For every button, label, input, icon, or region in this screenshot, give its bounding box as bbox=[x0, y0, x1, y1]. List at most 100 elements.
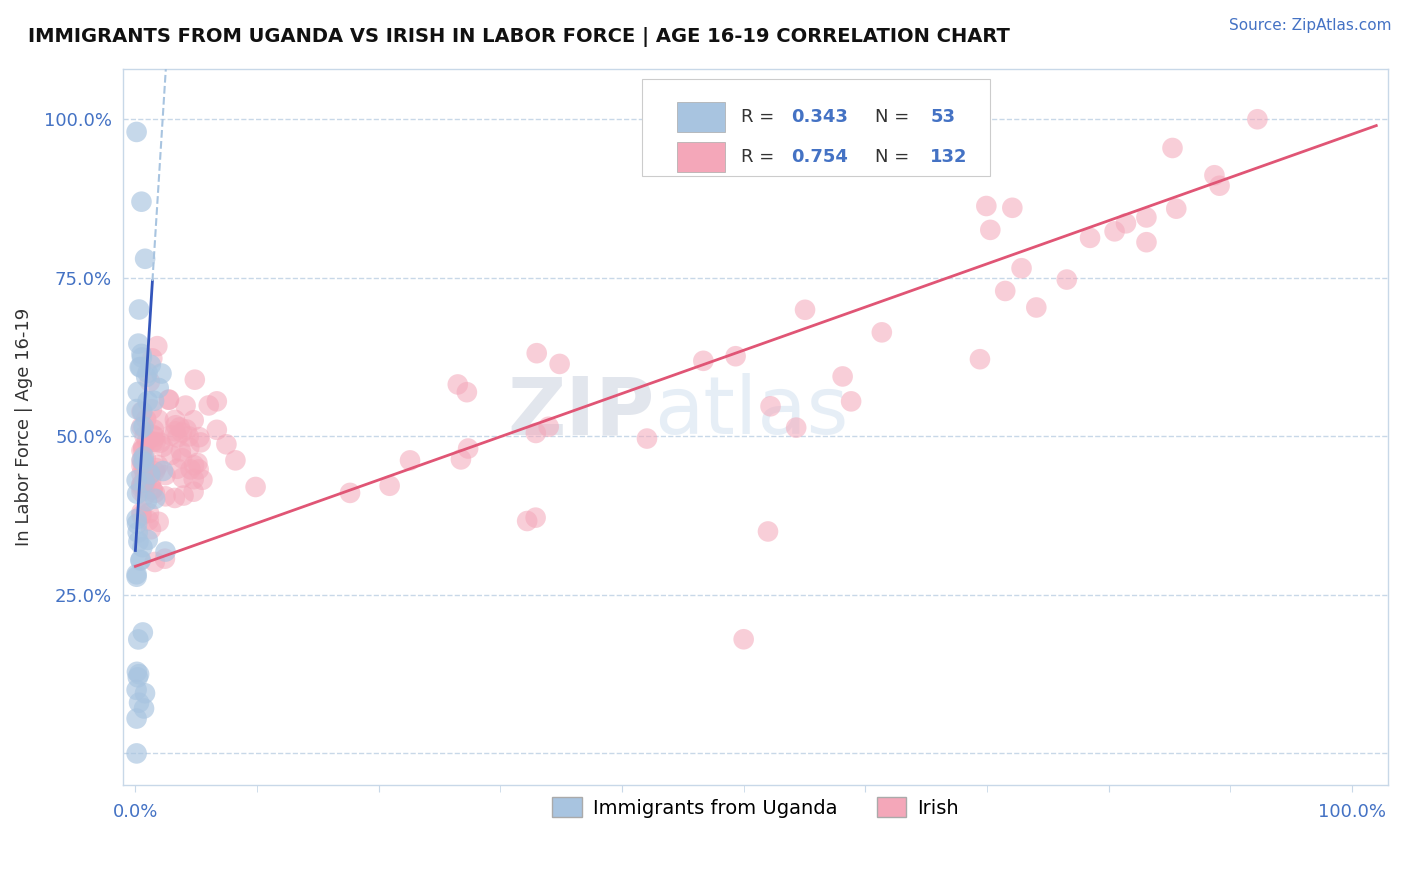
Point bbox=[139, 358, 162, 372]
Point bbox=[526, 346, 548, 360]
Point bbox=[184, 373, 207, 387]
Point bbox=[831, 369, 853, 384]
Point bbox=[172, 471, 194, 485]
Point bbox=[969, 352, 991, 367]
Point bbox=[127, 487, 149, 501]
Point bbox=[138, 506, 160, 520]
Point bbox=[139, 375, 162, 389]
Point bbox=[186, 456, 208, 470]
Point bbox=[756, 524, 779, 539]
Point bbox=[125, 570, 148, 584]
Point bbox=[165, 425, 187, 439]
Point bbox=[143, 491, 166, 506]
Point bbox=[152, 440, 174, 454]
Point bbox=[148, 381, 170, 395]
Text: 132: 132 bbox=[931, 148, 967, 166]
Point bbox=[692, 354, 714, 368]
Point bbox=[132, 701, 155, 715]
Point bbox=[143, 465, 166, 479]
Point bbox=[1161, 141, 1184, 155]
Point bbox=[131, 477, 153, 491]
Point bbox=[127, 534, 149, 549]
Point bbox=[141, 482, 163, 496]
Point bbox=[173, 489, 195, 503]
Point bbox=[170, 425, 193, 440]
Point bbox=[125, 473, 148, 487]
Point bbox=[127, 670, 149, 684]
Point bbox=[127, 632, 149, 647]
Point bbox=[1135, 211, 1157, 225]
Point bbox=[733, 632, 755, 647]
Point bbox=[153, 551, 176, 566]
Y-axis label: In Labor Force | Age 16-19: In Labor Force | Age 16-19 bbox=[15, 308, 32, 546]
Point bbox=[125, 665, 148, 679]
Point bbox=[135, 475, 157, 490]
Point bbox=[132, 450, 155, 464]
Point bbox=[128, 360, 150, 375]
Point bbox=[131, 453, 153, 467]
Point bbox=[1001, 201, 1024, 215]
Point bbox=[146, 339, 169, 353]
Point bbox=[548, 357, 571, 371]
Point bbox=[131, 351, 153, 365]
Point bbox=[139, 475, 162, 489]
Point bbox=[177, 429, 200, 443]
Point bbox=[146, 458, 169, 472]
Point bbox=[131, 508, 153, 523]
Point bbox=[399, 453, 422, 467]
Point bbox=[148, 413, 170, 427]
Point bbox=[125, 567, 148, 582]
Point bbox=[839, 394, 862, 409]
Point bbox=[180, 462, 202, 476]
Point bbox=[132, 478, 155, 492]
Point bbox=[131, 194, 153, 209]
Point bbox=[132, 458, 155, 472]
Point bbox=[976, 199, 998, 213]
Text: Source: ZipAtlas.com: Source: ZipAtlas.com bbox=[1229, 18, 1392, 33]
Text: atlas: atlas bbox=[655, 374, 849, 451]
Point bbox=[166, 430, 188, 444]
Point bbox=[378, 479, 401, 493]
Point bbox=[131, 478, 153, 492]
Point bbox=[870, 326, 893, 340]
Point bbox=[131, 419, 153, 434]
Point bbox=[148, 515, 170, 529]
Point bbox=[132, 442, 155, 457]
Point bbox=[136, 533, 159, 547]
Point bbox=[524, 425, 547, 440]
Point bbox=[134, 475, 156, 490]
Point bbox=[149, 435, 172, 450]
Point bbox=[1025, 301, 1047, 315]
Point bbox=[131, 347, 153, 361]
Point bbox=[134, 686, 156, 700]
Point bbox=[142, 483, 165, 497]
Point bbox=[131, 458, 153, 473]
Point bbox=[143, 429, 166, 443]
Point bbox=[135, 370, 157, 384]
Point bbox=[785, 420, 807, 434]
Point bbox=[150, 367, 173, 381]
Point bbox=[450, 452, 472, 467]
Point bbox=[134, 466, 156, 480]
Point bbox=[155, 489, 177, 503]
Text: R =: R = bbox=[741, 148, 780, 166]
Point bbox=[190, 435, 212, 450]
Point bbox=[636, 432, 658, 446]
Point bbox=[188, 430, 211, 444]
Point bbox=[1246, 112, 1268, 127]
Point bbox=[127, 525, 149, 540]
Point bbox=[131, 467, 153, 482]
Point bbox=[131, 405, 153, 419]
Point bbox=[170, 451, 193, 466]
Point bbox=[131, 453, 153, 467]
Point bbox=[129, 360, 152, 375]
Point bbox=[141, 402, 163, 417]
Point bbox=[125, 402, 148, 417]
Point bbox=[187, 462, 209, 476]
Point bbox=[135, 450, 157, 465]
Point bbox=[145, 435, 167, 450]
Point bbox=[136, 394, 159, 409]
Point bbox=[191, 473, 214, 487]
Point bbox=[205, 394, 228, 409]
Point bbox=[136, 434, 159, 449]
